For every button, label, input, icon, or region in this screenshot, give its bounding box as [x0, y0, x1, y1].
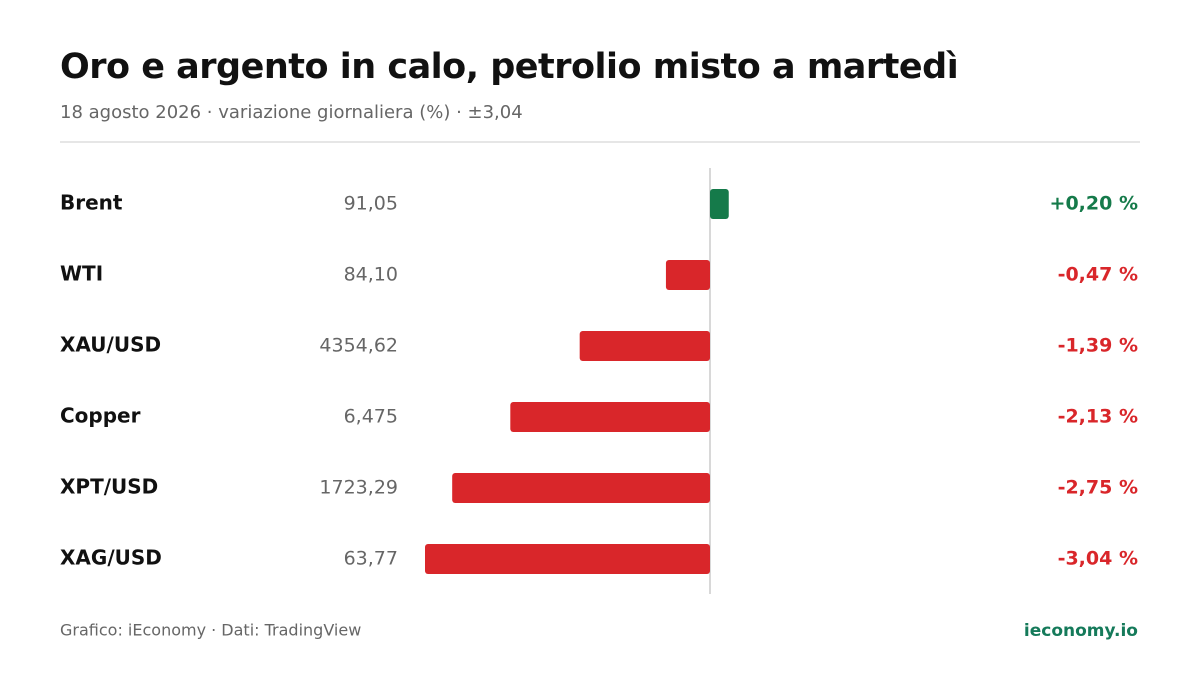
bar	[665, 260, 710, 290]
category-label: WTI	[60, 262, 103, 286]
price-label: 63,77	[344, 548, 398, 570]
brand: ieconomy.io	[1024, 621, 1138, 641]
value-label: -2,13 %	[1058, 406, 1138, 428]
category-label: XAG/USD	[60, 546, 162, 570]
bar	[452, 473, 710, 503]
category-label: XAU/USD	[60, 333, 161, 357]
price-label: 1723,29	[319, 477, 398, 499]
bar	[510, 402, 710, 432]
price-label: 84,10	[344, 264, 398, 286]
category-label: Brent	[60, 191, 123, 215]
value-label: -2,75 %	[1058, 477, 1138, 499]
chart-subtitle: 18 agosto 2026 · variazione giornaliera …	[60, 102, 523, 123]
price-label: 6,475	[344, 406, 398, 428]
bar	[579, 331, 710, 361]
category-label: Copper	[60, 404, 141, 428]
value-label: -3,04 %	[1058, 548, 1138, 570]
value-label: +0,20 %	[1050, 193, 1138, 215]
source: Grafico: iEconomy · Dati: TradingView	[60, 621, 361, 640]
bar	[710, 189, 729, 219]
value-label: -1,39 %	[1058, 335, 1138, 357]
price-label: 4354,62	[319, 335, 398, 357]
bar	[425, 544, 710, 574]
price-label: 91,05	[344, 193, 398, 215]
value-label: -0,47 %	[1058, 264, 1138, 286]
category-label: XPT/USD	[60, 475, 158, 499]
chart-title: Oro e argento in calo, petrolio misto a …	[60, 47, 958, 87]
